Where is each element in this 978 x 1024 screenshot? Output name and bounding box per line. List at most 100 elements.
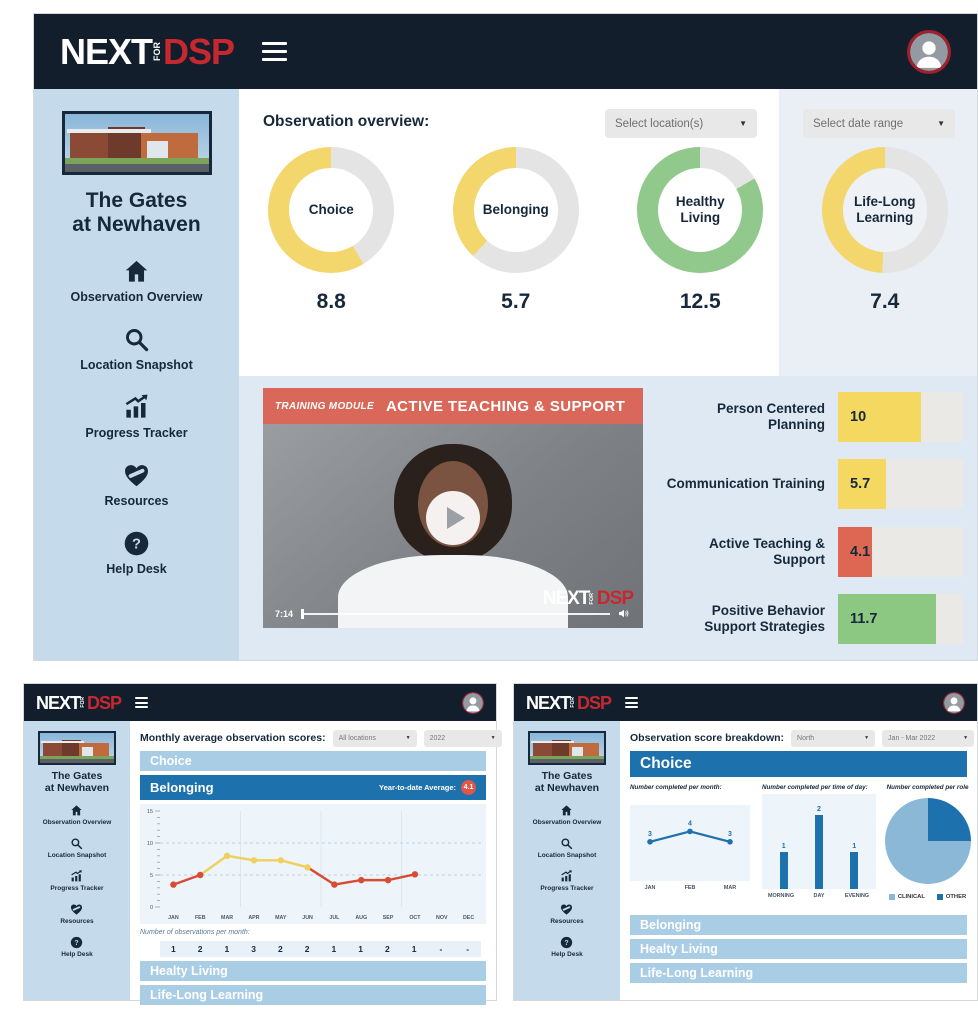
- pie-legend: CLINICAL OTHER: [888, 894, 966, 900]
- svg-text:4: 4: [688, 820, 692, 827]
- location-select[interactable]: North ▼: [791, 729, 876, 747]
- donut-value: 12.5: [679, 290, 721, 313]
- x-axis-label: JAN: [644, 885, 656, 891]
- search-icon: [560, 837, 573, 850]
- hamburger-menu-icon[interactable]: [625, 697, 639, 708]
- chevron-down-icon: ▼: [739, 119, 747, 128]
- facility-photo: [61, 111, 212, 175]
- facility-name: The Gates at Newhaven: [44, 770, 110, 794]
- bar: 2: [814, 794, 823, 889]
- bar-value: 2: [817, 806, 821, 813]
- app-header: NEXT FOR DSP: [24, 684, 496, 721]
- x-axis-label: MAR: [723, 885, 737, 891]
- obs-count: 1: [331, 944, 337, 954]
- sidebar-item-help-desk[interactable]: ? Help Desk: [551, 936, 583, 958]
- hamburger-menu-icon[interactable]: [262, 41, 288, 62]
- accordion-choice-active[interactable]: Choice: [630, 751, 967, 777]
- video-player[interactable]: TRAINING MODULE ACTIVE TEACHING & SUPPOR…: [263, 388, 643, 628]
- facility-photo: [38, 731, 116, 765]
- legend-item-clinical: CLINICAL: [888, 894, 925, 900]
- svg-text:JUL: JUL: [329, 915, 340, 921]
- obs-count: 2: [278, 944, 283, 954]
- sidebar-item-location-snapshot[interactable]: Location Snapshot: [538, 837, 596, 859]
- accordion-choice[interactable]: Choice: [140, 751, 486, 771]
- x-axis-label: EVENING: [844, 893, 870, 899]
- obs-count: -: [466, 944, 470, 954]
- sidebar-item-observation-overview[interactable]: Observation Overview: [70, 258, 203, 304]
- obs-count: 2: [304, 944, 310, 954]
- donut-value: 8.8: [316, 290, 346, 313]
- training-section: TRAINING MODULE ACTIVE TEACHING & SUPPOR…: [239, 376, 977, 660]
- svg-text:JUN: JUN: [302, 915, 313, 921]
- bar: 1: [850, 794, 859, 889]
- svg-text:OCT: OCT: [409, 915, 421, 921]
- handshake-icon: [560, 903, 573, 916]
- accordion-lifelong-learning[interactable]: Life-Long Learning: [140, 985, 486, 1005]
- location-select[interactable]: Select location(s) ▼: [605, 109, 757, 138]
- sidebar-item-help-desk[interactable]: ? Help Desk: [106, 530, 167, 576]
- donut-value: 7.4: [870, 290, 900, 313]
- obs-count: 1: [171, 944, 176, 954]
- video-tag: TRAINING MODULE: [275, 400, 374, 412]
- hamburger-menu-icon[interactable]: [135, 697, 149, 708]
- accordion-healthy-living[interactable]: Healty Living: [140, 961, 486, 981]
- play-button[interactable]: [426, 490, 480, 545]
- year-select[interactable]: 2022 ▼: [423, 729, 502, 747]
- handshake-icon: [70, 903, 83, 916]
- date-range-select[interactable]: Jan - Mar 2022 ▼: [882, 729, 975, 747]
- date-range-select[interactable]: Select date range ▼: [803, 109, 955, 138]
- location-select[interactable]: All locations ▼: [332, 729, 417, 747]
- chevron-down-icon: ▼: [490, 735, 496, 741]
- legend-item-other: OTHER: [936, 894, 966, 900]
- monthly-line-chart: 0 5 10 15 JAN FEB MAR APR MAY JUN JUL AUG SEP OCT NOV D…: [140, 804, 486, 924]
- accordion-lifelong-learning[interactable]: Life-Long Learning: [630, 963, 967, 983]
- accordion-healthy-living[interactable]: Healty Living: [630, 939, 967, 959]
- video-controls: 7:14: [263, 607, 643, 620]
- chart-icon: [560, 869, 573, 883]
- obs-count: 1: [224, 944, 230, 954]
- donut-belonging: Belonging 5.7: [424, 147, 609, 314]
- dashboard-observation-overview: NEXT FOR DSP The Gates at Newhaven Observati…: [33, 13, 978, 661]
- donut-lifelong-learning: Life-Long Learning 7.4: [793, 147, 978, 314]
- user-avatar[interactable]: [943, 691, 965, 714]
- video-watermark-logo: NEXT FOR DSP: [542, 588, 634, 609]
- user-avatar[interactable]: [907, 29, 951, 74]
- observations-per-month-row: 1 2 1 3 2 2 1 1 2 1 - -: [160, 941, 481, 957]
- brand-logo: NEXT FOR DSP: [526, 692, 612, 713]
- sidebar-nav: Observation Overview Location Snapshot Pro…: [533, 804, 601, 958]
- accordion-belonging[interactable]: Belonging: [630, 915, 967, 935]
- accordion-belonging-active[interactable]: Belonging Year-to-date Average: 4.1: [140, 775, 486, 800]
- sidebar-item-location-snapshot[interactable]: Location Snapshot: [80, 326, 193, 372]
- dashboard-location-snapshot: NEXT FOR DSP The Gates at Newhaven Observati…: [513, 683, 978, 1001]
- x-axis-label: FEB: [684, 885, 696, 891]
- sidebar-item-resources[interactable]: Resources: [550, 903, 584, 925]
- legend-swatch: [936, 894, 943, 900]
- sidebar-item-resources[interactable]: Resources: [60, 903, 94, 925]
- home-icon: [560, 804, 573, 817]
- obs-count: 1: [358, 944, 363, 954]
- sidebar-item-resources[interactable]: Resources: [105, 462, 168, 508]
- sidebar-item-observation-overview[interactable]: Observation Overview: [43, 804, 111, 826]
- svg-text:0: 0: [150, 905, 153, 911]
- home-icon: [123, 258, 150, 285]
- sidebar-item-progress-tracker[interactable]: Progress Tracker: [85, 394, 188, 440]
- sidebar-item-progress-tracker[interactable]: Progress Tracker: [540, 869, 594, 892]
- metric-communication-training: Communication Training 5.7: [657, 459, 963, 510]
- speaker-icon[interactable]: [618, 607, 631, 620]
- chart-per-role: Number completed per role CLINICAL OTHER: [884, 783, 971, 911]
- sidebar: The Gates at Newhaven Observation Overview…: [34, 89, 239, 660]
- sidebar-item-progress-tracker[interactable]: Progress Tracker: [50, 869, 104, 892]
- dashboard-progress-tracker: NEXT FOR DSP The Gates at Newhaven Observati…: [23, 683, 502, 1005]
- svg-text:SEP: SEP: [383, 915, 394, 921]
- svg-text:AUG: AUG: [355, 915, 367, 921]
- sidebar-item-location-snapshot[interactable]: Location Snapshot: [48, 837, 106, 859]
- sidebar-item-observation-overview[interactable]: Observation Overview: [533, 804, 601, 826]
- donut-value: 5.7: [501, 290, 531, 313]
- help-icon: ?: [560, 936, 573, 949]
- video-progress-bar[interactable]: [301, 608, 610, 619]
- sidebar-item-help-desk[interactable]: ? Help Desk: [61, 936, 93, 958]
- user-avatar[interactable]: [462, 691, 484, 714]
